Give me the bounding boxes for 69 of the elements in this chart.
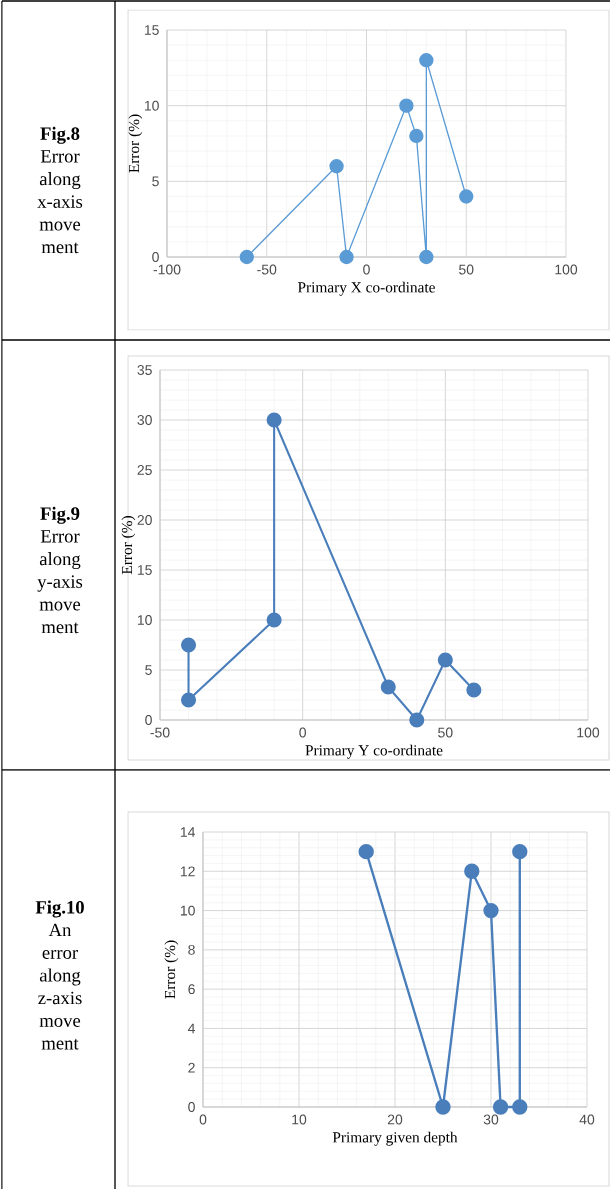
point [419, 249, 434, 265]
point [492, 1099, 509, 1115]
x-tick-label: 0 [363, 264, 370, 275]
y-tick-label: 35 [137, 365, 152, 375]
y-tick-label: 10 [144, 100, 159, 111]
y-tick-label: 4 [187, 1023, 196, 1034]
point [380, 679, 396, 695]
y-axis-title: Error (%) [164, 940, 179, 999]
point [180, 637, 197, 653]
point [512, 843, 528, 860]
text: Error along y-axis move ment [37, 530, 83, 634]
point [266, 612, 282, 628]
y-tick-label: 0 [145, 715, 152, 725]
y-tick-label: 8 [188, 944, 195, 955]
point [339, 249, 354, 265]
x-tick-label: -50 [257, 264, 277, 275]
y-tick-label: 25 [137, 465, 152, 475]
x-tick-label: 50 [438, 727, 453, 738]
text: Fig.10 [35, 900, 84, 918]
point [464, 863, 480, 879]
point [239, 249, 254, 265]
x-axis-title: Primary given depth [332, 1131, 458, 1146]
text: Error along x-axis move ment [37, 150, 83, 254]
y-tick-label: 10 [137, 615, 152, 625]
y-tick-label: 0 [188, 1102, 195, 1112]
y-tick-label: 20 [137, 515, 152, 525]
text: Fig.8 [40, 126, 80, 144]
x-tick-label: 0 [199, 1114, 207, 1125]
x-tick-label: 100 [577, 727, 600, 738]
point [483, 902, 499, 919]
point [437, 652, 453, 668]
text: An error along z-axis move ment [38, 923, 82, 1050]
point [399, 98, 414, 113]
x-tick-label: 0 [299, 727, 307, 738]
x-tick-label: -100 [153, 264, 181, 275]
y-tick-label: 2 [188, 1062, 195, 1073]
x-axis-title: Primary Y co-ordinate [305, 744, 443, 759]
y-axis-title: Error (%) [128, 114, 143, 173]
x-tick-label: 40 [579, 1114, 595, 1125]
point [466, 682, 482, 698]
point [435, 1099, 451, 1115]
y-tick-label: 14 [180, 827, 196, 837]
x-tick-label: 10 [292, 1114, 307, 1125]
point [409, 712, 425, 728]
x-tick-label: 100 [555, 264, 578, 275]
y-tick-label: 0 [152, 252, 159, 262]
x-tick-label: -50 [150, 727, 170, 738]
point [419, 53, 434, 68]
y-tick-label: 5 [145, 665, 152, 675]
text: Fig.9 [40, 506, 80, 524]
y-tick-label: 30 [137, 415, 152, 425]
point [459, 189, 474, 204]
x-axis-title: Primary X co-ordinate [297, 281, 435, 296]
point [512, 1099, 528, 1115]
y-tick-label: 15 [137, 565, 152, 575]
y-tick-label: 6 [188, 984, 195, 995]
y-axis-title: Error (%) [121, 516, 136, 575]
y-tick-label: 12 [180, 866, 195, 877]
x-tick-label: 20 [387, 1114, 403, 1125]
point [358, 843, 374, 860]
x-tick-label: 50 [459, 264, 474, 275]
point [180, 692, 197, 708]
x-tick-label: 30 [483, 1114, 499, 1125]
y-tick-label: 5 [152, 176, 159, 187]
point [409, 128, 424, 144]
point [266, 412, 282, 428]
y-tick-label: 10 [180, 905, 195, 916]
y-tick-label: 15 [144, 25, 159, 35]
point [329, 159, 344, 174]
